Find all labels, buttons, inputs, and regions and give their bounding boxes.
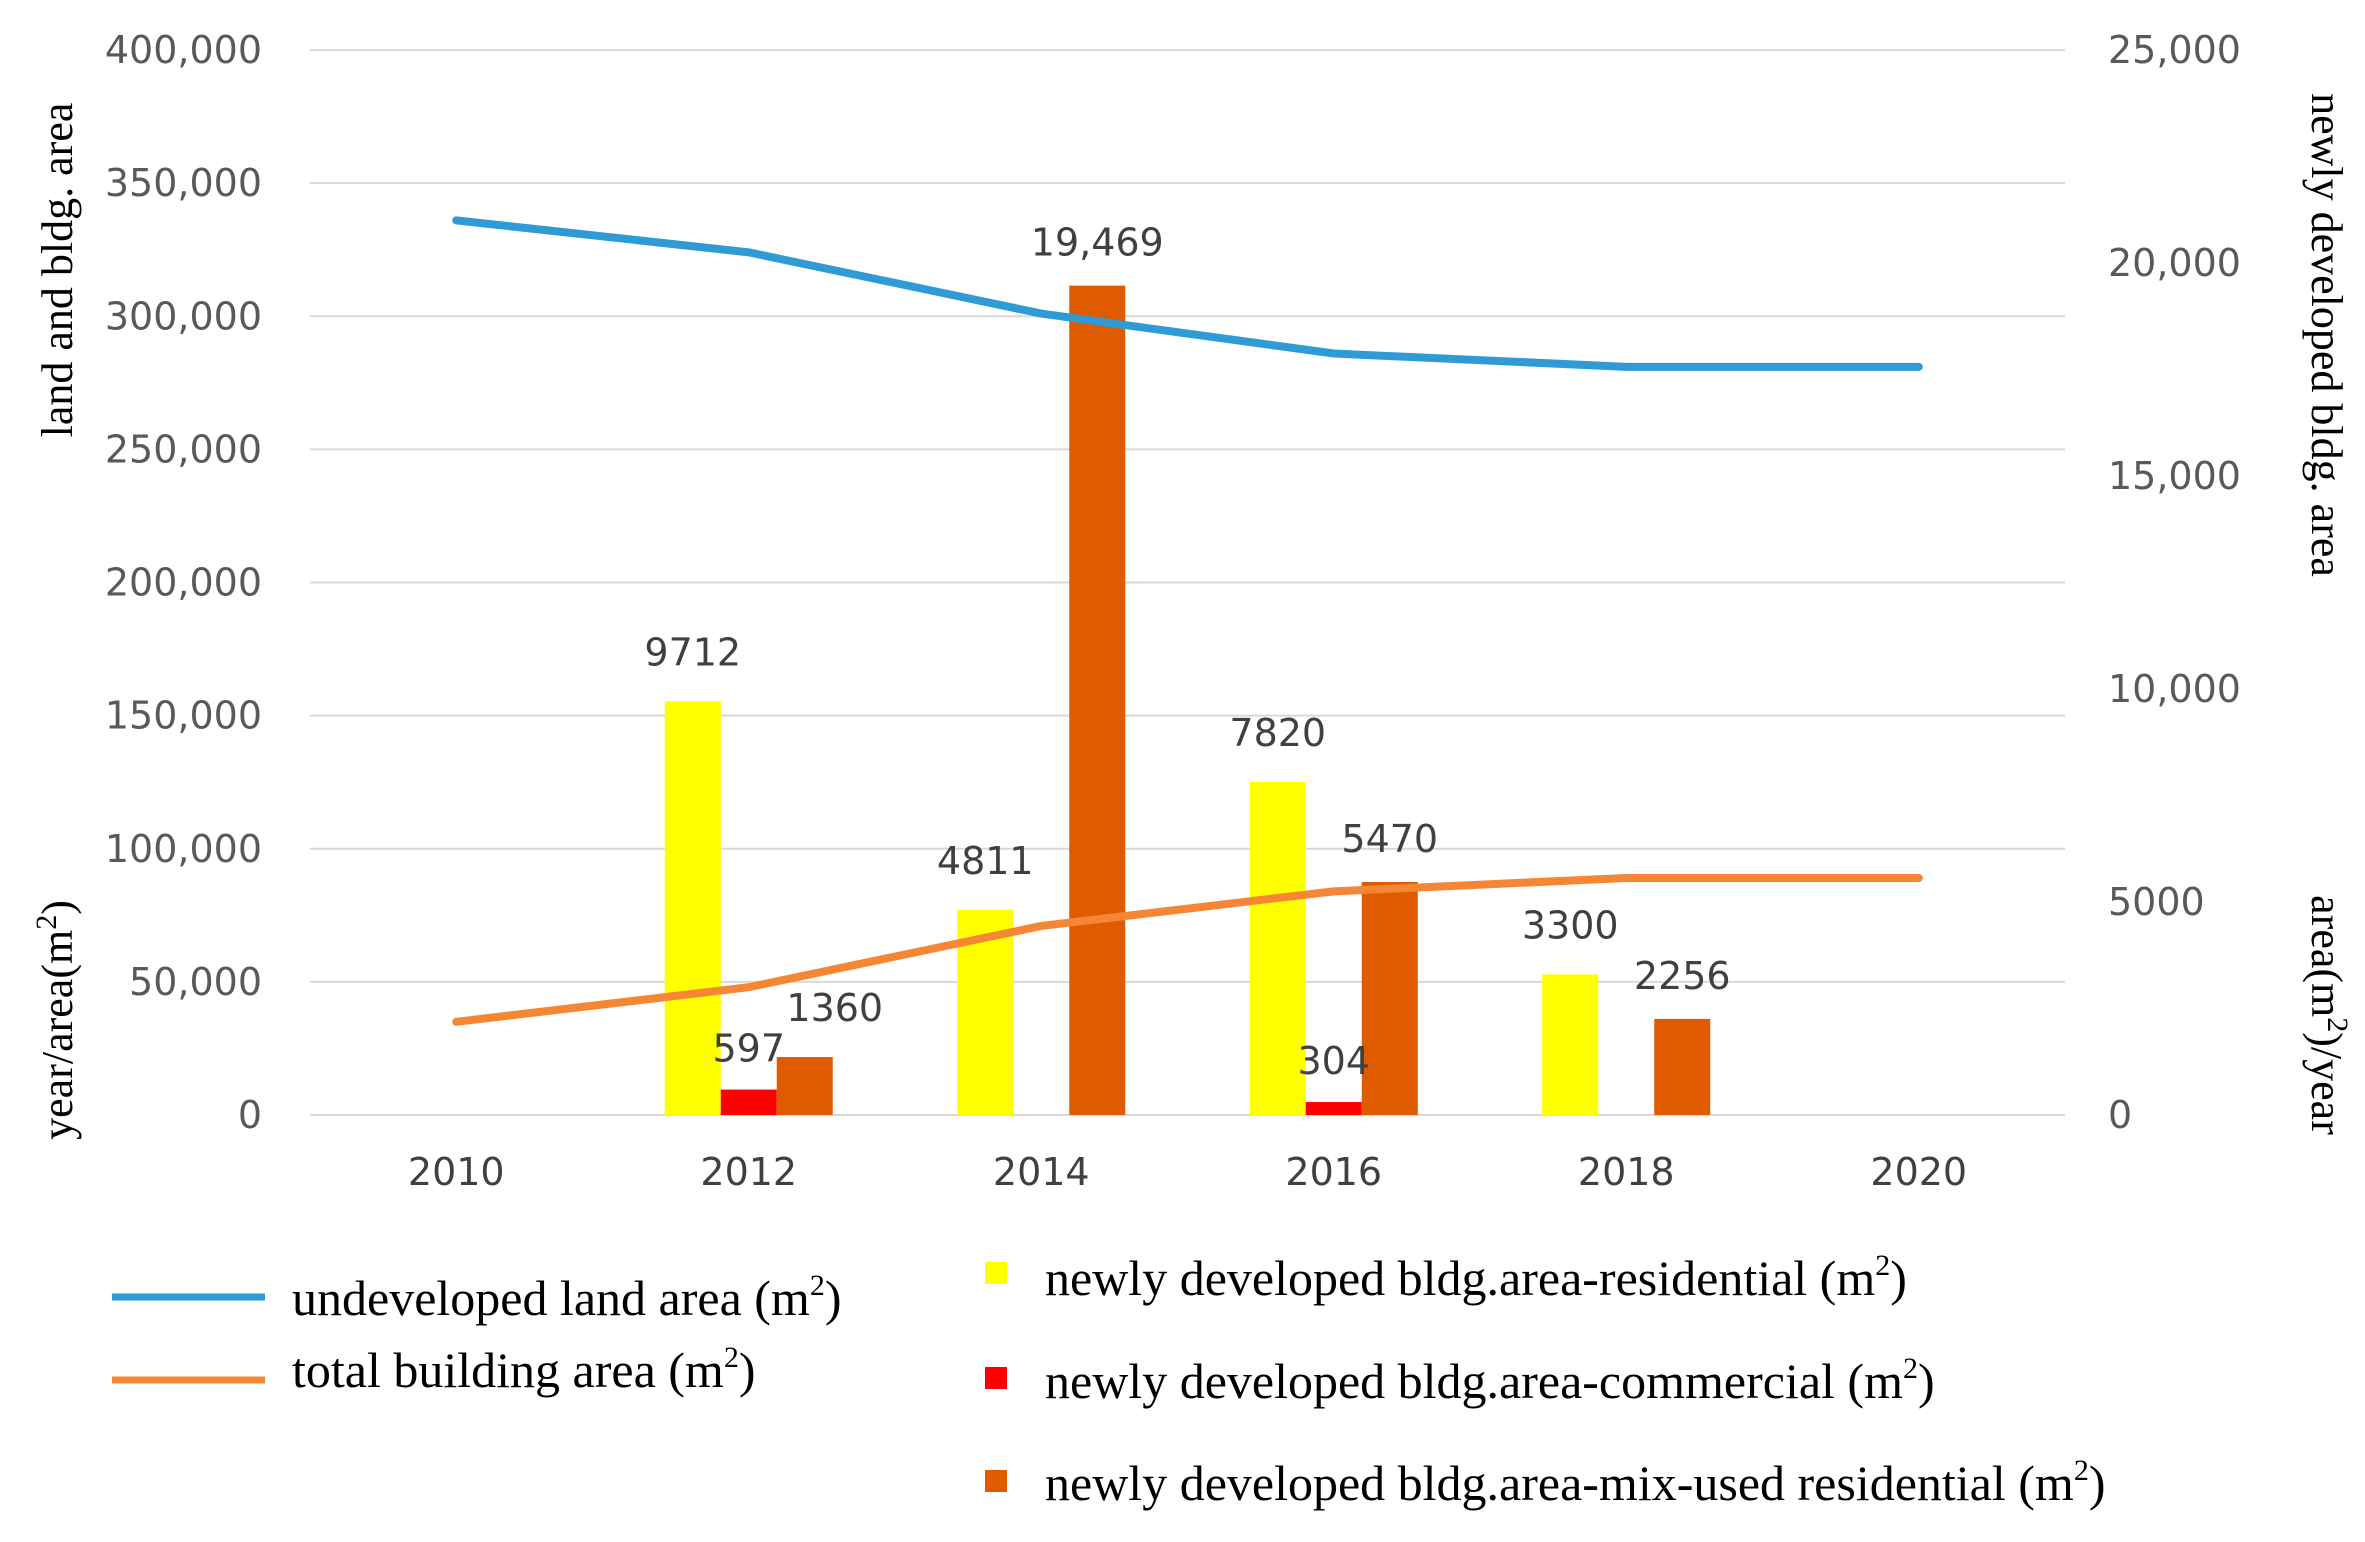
bar [664, 701, 721, 1115]
legend: undeveloped land area (m2) total buildin… [112, 1249, 2105, 1511]
data-label: 9712 [644, 630, 741, 674]
right-tick-label: 0 [2108, 1093, 2132, 1137]
legend-label-undeveloped-land: undeveloped land area (m2) [292, 1269, 841, 1326]
legend-swatch-dark-orange [985, 1470, 1007, 1492]
legend-item-commercial: newly developed bldg.area-commercial (m2… [985, 1352, 1935, 1409]
legend-item-undeveloped-land: undeveloped land area (m2) [112, 1269, 841, 1326]
right-tick-label: 25,000 [2108, 28, 2241, 72]
legend-item-residential: newly developed bldg.area-residential (m… [985, 1249, 1907, 1306]
legend-swatch-yellow [985, 1262, 1007, 1284]
legend-label-total-building: total building area (m2) [292, 1341, 755, 1398]
data-label: 19,469 [1031, 221, 1164, 265]
left-tick-label: 100,000 [105, 827, 262, 871]
left-tick-label: 200,000 [105, 561, 262, 605]
bar [1069, 285, 1126, 1115]
axis-ticks: 0 50,000 100,000 150,000 200,000 250,000 300,0… [105, 28, 2241, 1194]
bars [664, 285, 1711, 1115]
series-line [452, 216, 1923, 371]
left-tick-label: 50,000 [129, 960, 262, 1004]
left-tick-label: 250,000 [105, 427, 262, 471]
right-tick-label: 20,000 [2108, 241, 2241, 285]
bar [1361, 881, 1418, 1115]
right-axis-title-upper: newly developed bldg. area [2302, 93, 2351, 577]
left-tick-label: 350,000 [105, 161, 262, 205]
left-tick-label: 300,000 [105, 294, 262, 338]
bar [1305, 1102, 1362, 1115]
legend-label-residential: newly developed bldg.area-residential (m… [1045, 1249, 1907, 1306]
data-label: 3300 [1522, 903, 1619, 947]
bar [776, 1057, 833, 1115]
legend-item-total-building: total building area (m2) [112, 1341, 755, 1398]
left-tick-label: 150,000 [105, 694, 262, 738]
left-axis-title-upper: land and bldg. area [33, 103, 82, 438]
x-tick-label: 2016 [1285, 1150, 1382, 1194]
left-tick-label: 0 [238, 1093, 262, 1137]
legend-label-mix-used: newly developed bldg.area-mix-used resid… [1045, 1454, 2105, 1511]
legend-item-mix-used: newly developed bldg.area-mix-used resid… [985, 1454, 2105, 1511]
bar [720, 1089, 777, 1115]
data-label: 2256 [1634, 954, 1731, 998]
data-label: 7820 [1229, 711, 1326, 755]
bar [1542, 974, 1599, 1115]
x-tick-label: 2020 [1870, 1150, 1967, 1194]
data-label: 597 [712, 1027, 785, 1071]
data-labels: 9712 4811 7820 3300 597 304 1360 19,469 5470 2256 [644, 221, 1730, 1083]
legend-label-commercial: newly developed bldg.area-commercial (m2… [1045, 1352, 1935, 1409]
left-tick-label: 400,000 [105, 28, 262, 72]
x-tick-label: 2014 [993, 1150, 1090, 1194]
bar [1654, 1018, 1711, 1115]
data-label: 1360 [786, 986, 883, 1030]
x-tick-label: 2012 [700, 1150, 797, 1194]
left-axis-title-lower: year/area(m2) [30, 900, 82, 1140]
legend-swatch-red [985, 1367, 1007, 1389]
right-tick-label: 10,000 [2108, 667, 2241, 711]
bar [1249, 781, 1306, 1115]
right-tick-label: 5000 [2108, 880, 2205, 924]
gridlines [310, 49, 2065, 1116]
right-axis-title-lower: area(m2)/year [2302, 895, 2354, 1135]
x-tick-label: 2018 [1578, 1150, 1675, 1194]
right-tick-label: 15,000 [2108, 454, 2241, 498]
series-line [452, 874, 1923, 1026]
data-label: 5470 [1341, 817, 1438, 861]
data-label: 4811 [937, 839, 1034, 883]
data-label: 304 [1297, 1039, 1370, 1083]
x-tick-label: 2010 [408, 1150, 505, 1194]
series-lines [452, 216, 1923, 1026]
